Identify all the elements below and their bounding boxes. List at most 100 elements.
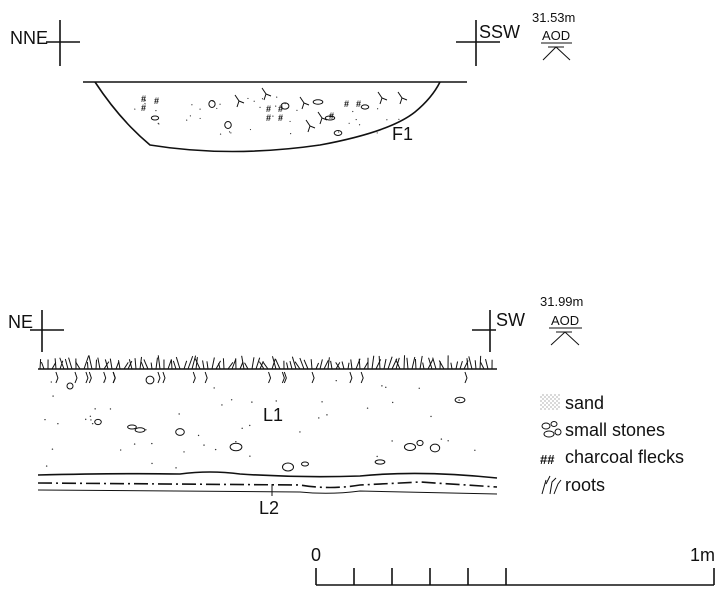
sand	[57, 423, 59, 425]
charcoal: #	[278, 113, 283, 123]
sand	[358, 124, 361, 126]
sand	[203, 444, 205, 446]
turf	[294, 361, 301, 370]
orientation-label: SSW	[479, 22, 520, 42]
sand	[249, 424, 251, 427]
sand	[447, 440, 449, 442]
turf	[167, 359, 172, 370]
turf	[59, 357, 65, 370]
stone	[150, 115, 160, 121]
turf	[54, 358, 57, 370]
sand	[440, 438, 443, 440]
root	[157, 371, 161, 384]
turf	[95, 359, 98, 370]
sand	[144, 100, 146, 102]
sand	[355, 118, 357, 121]
scale-bar: 0 1m	[311, 545, 715, 586]
turf	[480, 362, 485, 370]
root	[234, 94, 245, 108]
root	[397, 91, 408, 105]
root	[192, 371, 196, 384]
sand	[284, 103, 286, 105]
legend-label: small stones	[565, 420, 665, 440]
legend-label: roots	[565, 475, 605, 495]
sand	[155, 110, 157, 112]
turf	[383, 358, 387, 370]
turf	[127, 360, 133, 370]
sand	[191, 104, 193, 106]
sand	[391, 440, 393, 442]
stone	[229, 442, 243, 452]
turf	[289, 361, 293, 370]
turf	[450, 362, 453, 370]
sand	[290, 132, 292, 135]
turf	[103, 361, 110, 370]
datum-symbol	[550, 331, 580, 346]
root	[317, 111, 328, 125]
root	[268, 371, 272, 384]
sand	[212, 100, 214, 102]
turf	[68, 357, 73, 370]
turf	[395, 359, 401, 370]
turf	[468, 356, 473, 370]
turf	[330, 360, 333, 370]
elevation-label: 31.53m	[532, 10, 575, 25]
sand	[386, 119, 388, 121]
sand	[52, 395, 54, 397]
root	[305, 119, 316, 133]
stone	[280, 102, 290, 110]
sand	[50, 381, 53, 383]
turf	[157, 355, 161, 370]
sand	[44, 418, 46, 421]
section-2: NE SW 31.99m AOD L1 L2	[8, 294, 583, 518]
charcoal: #	[356, 99, 361, 109]
stone	[374, 459, 386, 465]
stone	[360, 104, 370, 110]
sand	[418, 387, 420, 389]
sand	[91, 422, 94, 425]
turf	[202, 360, 205, 370]
turf	[175, 356, 181, 370]
turf	[64, 358, 69, 370]
turf	[319, 359, 323, 370]
sand	[228, 131, 231, 133]
sand	[251, 401, 253, 403]
turf	[150, 362, 153, 370]
turf	[134, 358, 137, 370]
turf	[187, 355, 194, 370]
turf	[123, 362, 129, 370]
stone	[127, 424, 137, 430]
turf	[75, 361, 81, 370]
turf	[118, 360, 121, 370]
layer-boundary	[37, 481, 498, 489]
stone	[403, 442, 417, 452]
turf	[97, 357, 101, 370]
turf	[323, 360, 329, 370]
turf	[59, 360, 64, 370]
turf	[88, 355, 93, 370]
root	[311, 371, 315, 384]
sand	[219, 133, 222, 135]
turf	[172, 360, 177, 370]
sand	[178, 413, 180, 415]
turf	[459, 360, 463, 370]
turf	[403, 355, 406, 370]
charcoal: #	[141, 103, 146, 113]
sand	[385, 386, 387, 389]
sand	[296, 109, 298, 111]
sand	[430, 415, 432, 418]
sand	[321, 401, 323, 403]
turf	[455, 361, 459, 370]
turf	[371, 355, 375, 370]
sand	[249, 128, 252, 131]
sand	[189, 115, 191, 117]
sand	[133, 443, 136, 445]
turf	[438, 360, 445, 370]
root	[299, 96, 310, 110]
turf	[466, 358, 469, 370]
turf	[104, 359, 109, 370]
sand	[109, 408, 112, 410]
datum-symbol	[542, 46, 571, 61]
sand	[261, 98, 264, 100]
